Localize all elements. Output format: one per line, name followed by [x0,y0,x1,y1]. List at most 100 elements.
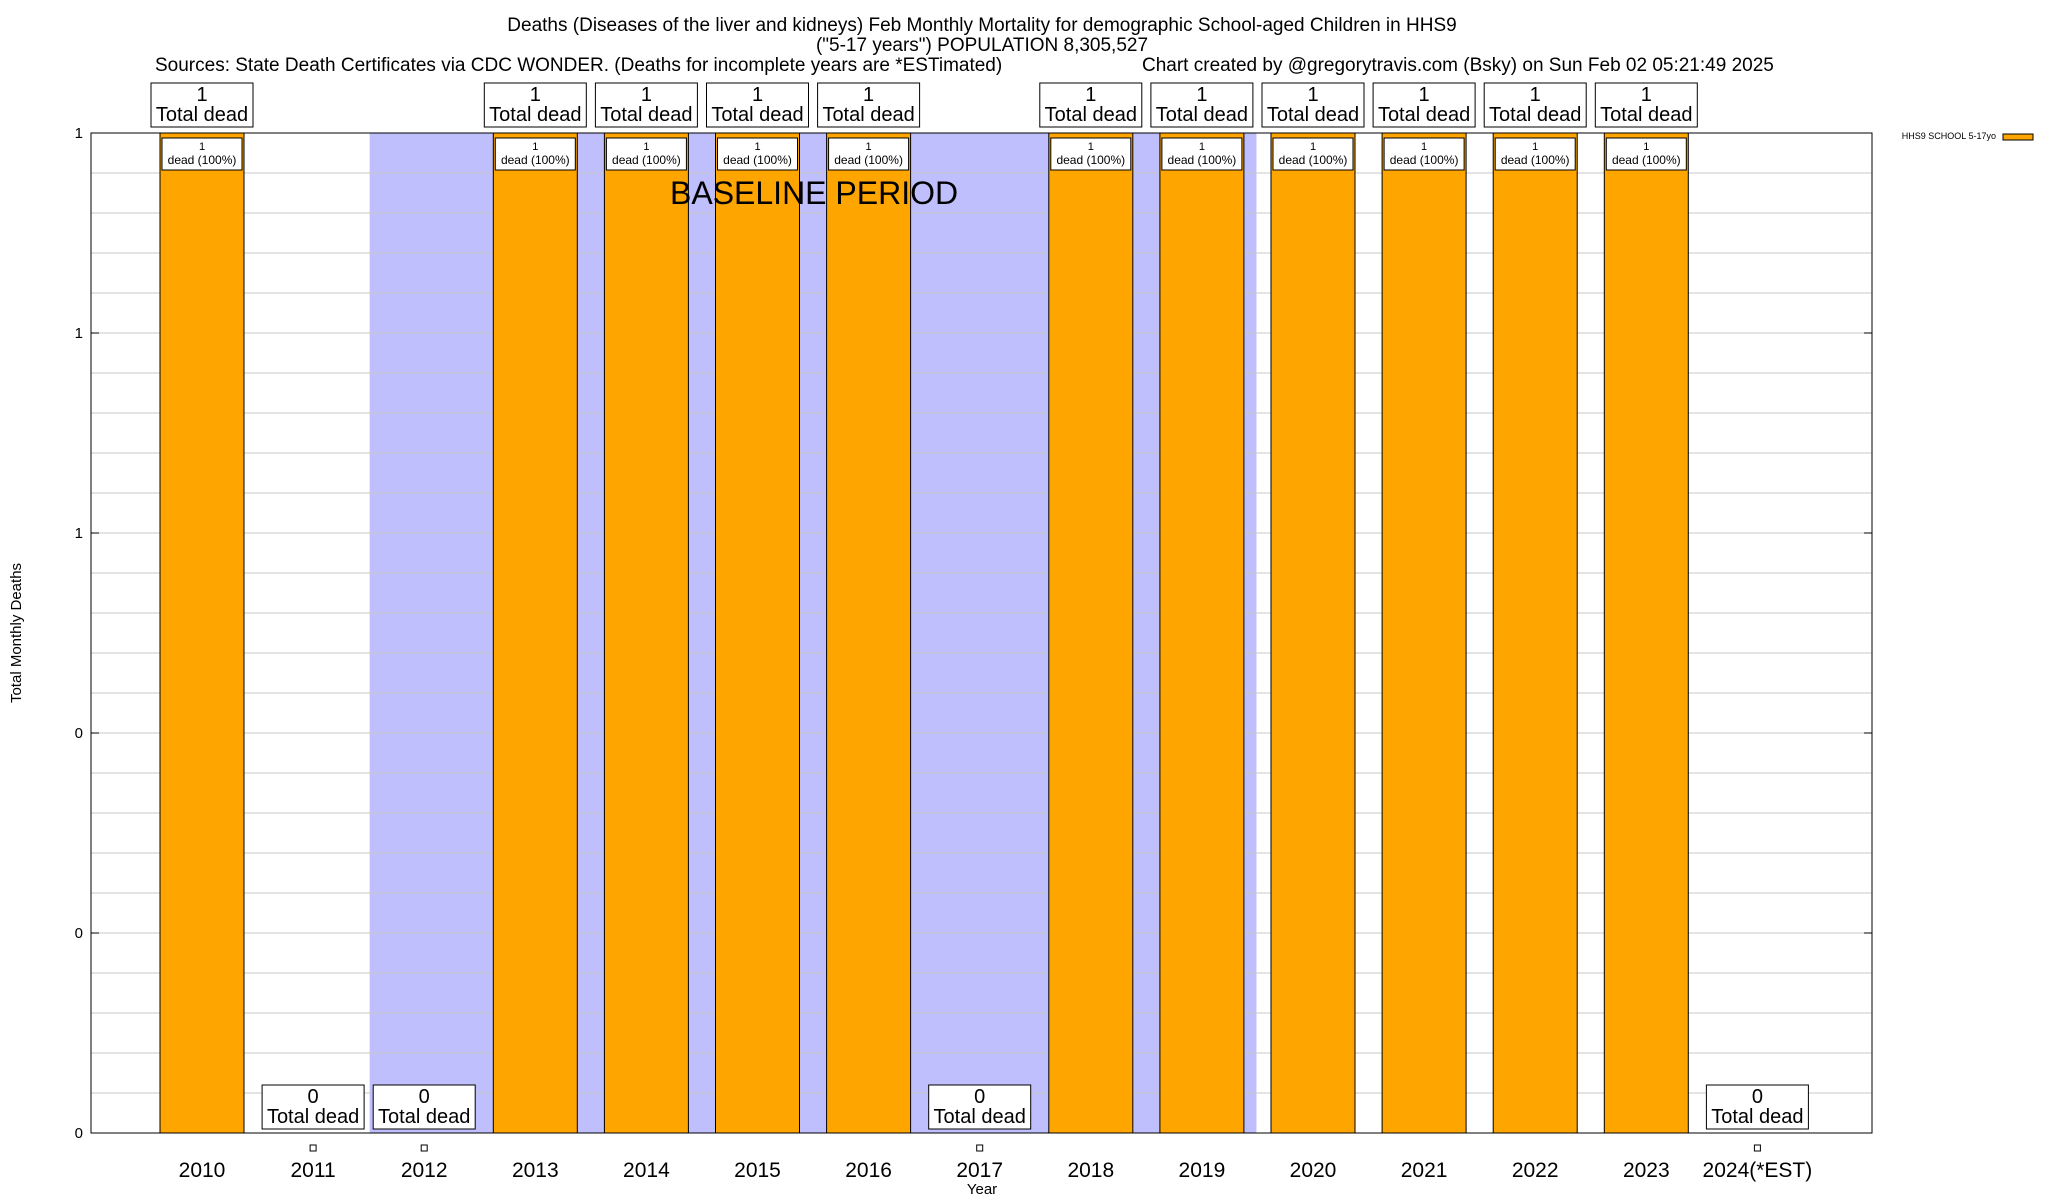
bar-inner-label: dead (100%) [501,153,570,167]
total-value: 1 [196,84,207,106]
x-tick-label: 2014 [623,1159,670,1182]
total-value: 0 [974,1086,985,1108]
total-label-box [594,82,698,128]
title-line-1: Deaths (Diseases of the liver and kidney… [507,15,1456,36]
bar-inner-label: dead (100%) [1168,153,1237,167]
bar-inner-label: dead (100%) [834,153,903,167]
total-value: 1 [1530,84,1541,106]
x-tick-label: 2010 [179,1159,226,1182]
total-value: 0 [419,1086,430,1108]
bar-inner-value: 1 [1088,141,1094,153]
bar-inner-value: 1 [643,141,649,153]
total-label: Total dead [1267,104,1359,126]
x-tick-label: 2011 [291,1159,336,1182]
baseline-period-label: BASELINE PERIOD [670,175,958,211]
bar-inner-label: dead (100%) [1612,153,1681,167]
bar [1492,132,1578,1134]
x-axis-label: Year [967,1181,997,1198]
bar-inner-value: 1 [1310,141,1316,153]
x-tick-label: 2016 [845,1159,892,1182]
bar-inner-label-box [161,137,243,171]
total-value: 1 [752,84,763,106]
bar-inner-value: 1 [754,141,760,153]
total-value: 1 [1419,84,1430,106]
bar-inner-label: dead (100%) [723,153,792,167]
total-label-box [261,1084,365,1130]
total-value: 1 [530,84,541,106]
bar [1270,132,1356,1134]
plot-frame [90,132,1873,1134]
bar-inner-label-box [1161,137,1243,171]
total-label: Total dead [711,104,803,126]
total-label: Total dead [156,104,248,126]
bar-inner-label: dead (100%) [1501,153,1570,167]
x-tick-label: 2024(*EST) [1703,1159,1813,1182]
bar-inner-value: 1 [866,141,872,153]
bar [1603,132,1689,1134]
bar-inner-label: dead (100%) [168,153,237,167]
y-tick-label: 0 [75,925,83,942]
total-value: 0 [1752,1086,1763,1108]
total-label-box [1483,82,1587,128]
total-label-box [706,82,809,128]
total-label-box [1372,82,1476,128]
x-tick-label: 2021 [1401,1159,1448,1182]
bars [159,132,1689,1134]
y-tick-label: 1 [75,125,83,142]
legend-label: HHS9 SCHOOL 5-17yo [1902,131,1996,141]
bar [603,132,689,1134]
x-tick-label: 2013 [512,1159,559,1182]
y-tick-label: 1 [75,325,83,342]
legend: HHS9 SCHOOL 5-17yo [1902,131,2034,141]
zero-marker [309,1144,317,1152]
bar [826,132,912,1134]
title-line-2: ("5-17 years") POPULATION 8,305,527 [816,35,1148,56]
bar-inner-value: 1 [1532,141,1538,153]
bar [492,132,578,1134]
chart-title: Deaths (Diseases of the liver and kidney… [155,15,1774,76]
bar-inner-value: 1 [1421,141,1427,153]
total-label-box [1150,82,1254,128]
x-axis: 2010 2011 2012 2013 2014 2015 2016 2017 2018 2019… [179,1159,1813,1182]
total-value: 0 [308,1086,319,1108]
bar-inner-label: dead (100%) [1056,153,1125,167]
bar-inner-label: dead (100%) [612,153,681,167]
total-label: Total dead [267,1106,359,1128]
bar-inner-label-box [828,137,910,171]
total-label-box [928,1084,1032,1130]
bar-inner-label-box [1605,137,1687,171]
legend-swatch [2002,133,2034,141]
bar-inner-value: 1 [1199,141,1205,153]
total-value: 1 [1085,84,1096,106]
bar-inner-label-box [1494,137,1576,171]
total-value: 1 [1307,84,1318,106]
total-label-box [1039,82,1143,128]
y-tick-label: 0 [75,725,83,742]
total-label-box [1594,82,1698,128]
total-label-box [1261,82,1365,128]
bar-inner-value: 1 [199,141,205,153]
sources-note: Sources: State Death Certificates via CD… [155,55,1002,76]
bar-inner-label-box [1383,137,1465,171]
total-label-box [817,82,921,128]
total-label-box [150,82,254,128]
bar-inner-label: dead (100%) [1390,153,1459,167]
x-tick-label: 2018 [1067,1159,1114,1182]
bar-inner-label-box [1272,137,1354,171]
total-label: Total dead [1489,104,1581,126]
total-label-box [1705,1084,1809,1130]
total-label: Total dead [489,104,581,126]
zero-marker [1753,1144,1761,1152]
total-label: Total dead [1378,104,1470,126]
x-tick-label: 2019 [1179,1159,1226,1182]
bar [159,132,245,1134]
y-tick-label: 0 [75,1125,83,1142]
x-tick-label: 2012 [401,1159,448,1182]
y-axis-label: Total Monthly Deaths [8,563,25,703]
x-tick-label: 2017 [956,1159,1003,1182]
bar-inner-value: 1 [532,141,538,153]
bar-inner-label-box [1050,137,1132,171]
total-label: Total dead [1600,104,1692,126]
total-value: 1 [1196,84,1207,106]
